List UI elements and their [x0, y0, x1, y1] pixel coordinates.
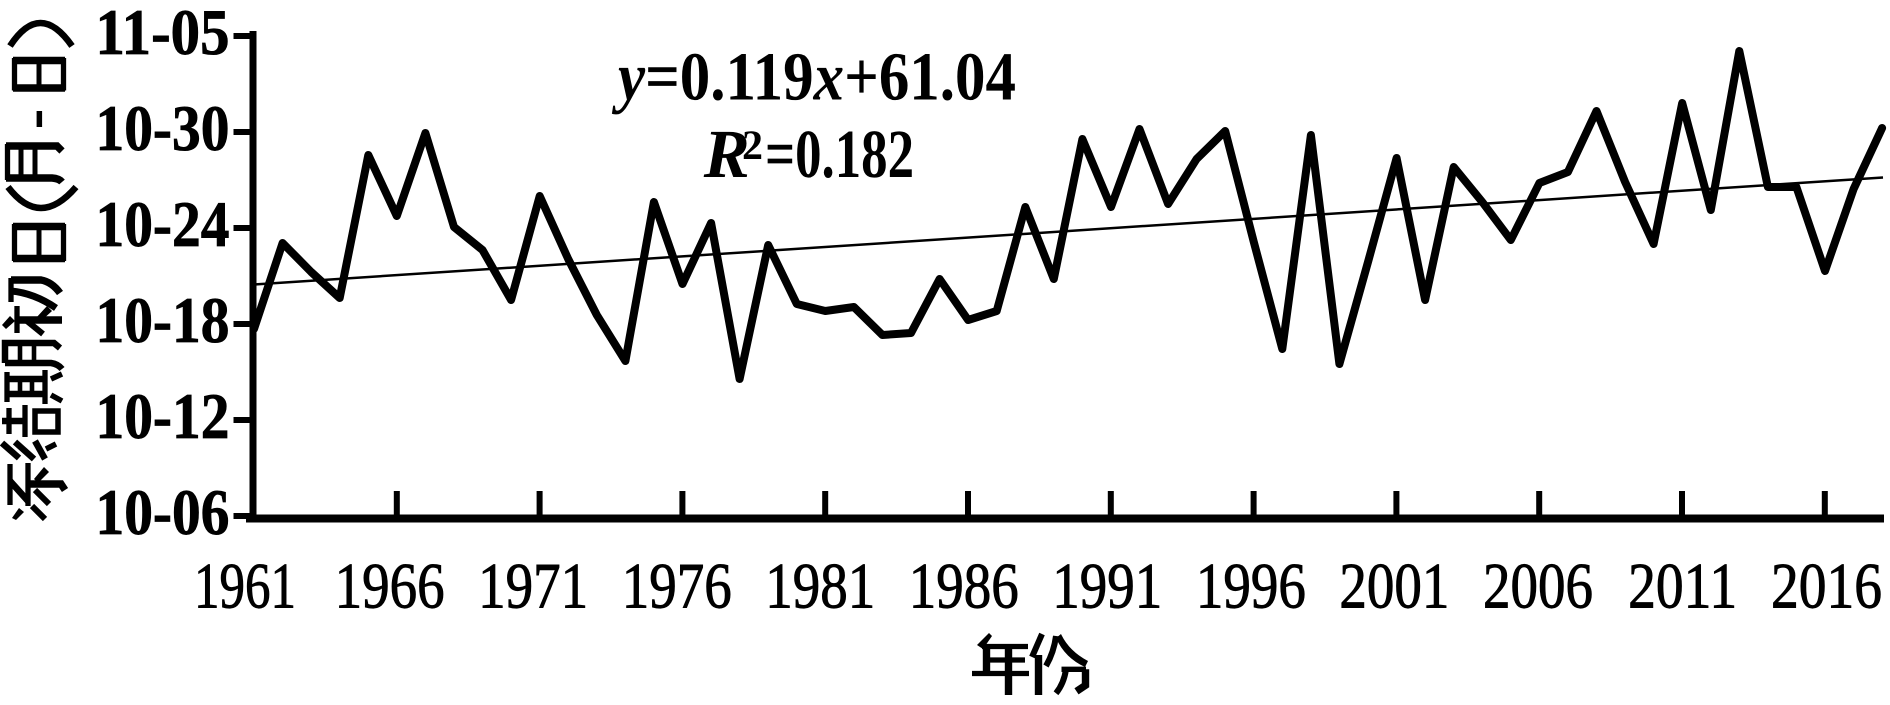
svg-text:y=0.119x+61.04: y=0.119x+61.04: [612, 39, 1016, 115]
svg-text:10-24: 10-24: [96, 189, 230, 261]
svg-text:=0.182: =0.182: [765, 116, 914, 192]
svg-text:R: R: [703, 116, 750, 192]
svg-text:2006: 2006: [1483, 551, 1593, 623]
svg-text:1976: 1976: [622, 551, 732, 623]
svg-text:2016: 2016: [1771, 551, 1882, 623]
svg-text:10-06: 10-06: [96, 477, 230, 549]
svg-text:1991: 1991: [1052, 551, 1162, 623]
svg-text:11-05: 11-05: [96, 0, 230, 69]
svg-text:1996: 1996: [1196, 551, 1306, 623]
svg-text:1961: 1961: [194, 551, 296, 623]
svg-text:1986: 1986: [909, 551, 1019, 623]
svg-text:10-18: 10-18: [96, 285, 230, 357]
svg-text:1981: 1981: [765, 551, 875, 623]
svg-text:1966: 1966: [335, 551, 445, 623]
svg-text:10-30: 10-30: [96, 93, 230, 165]
svg-text:2: 2: [742, 123, 763, 169]
svg-text:10-12: 10-12: [96, 381, 230, 453]
svg-text:2011: 2011: [1628, 551, 1737, 623]
svg-text:2001: 2001: [1339, 551, 1449, 623]
svg-text:1971: 1971: [478, 551, 588, 623]
